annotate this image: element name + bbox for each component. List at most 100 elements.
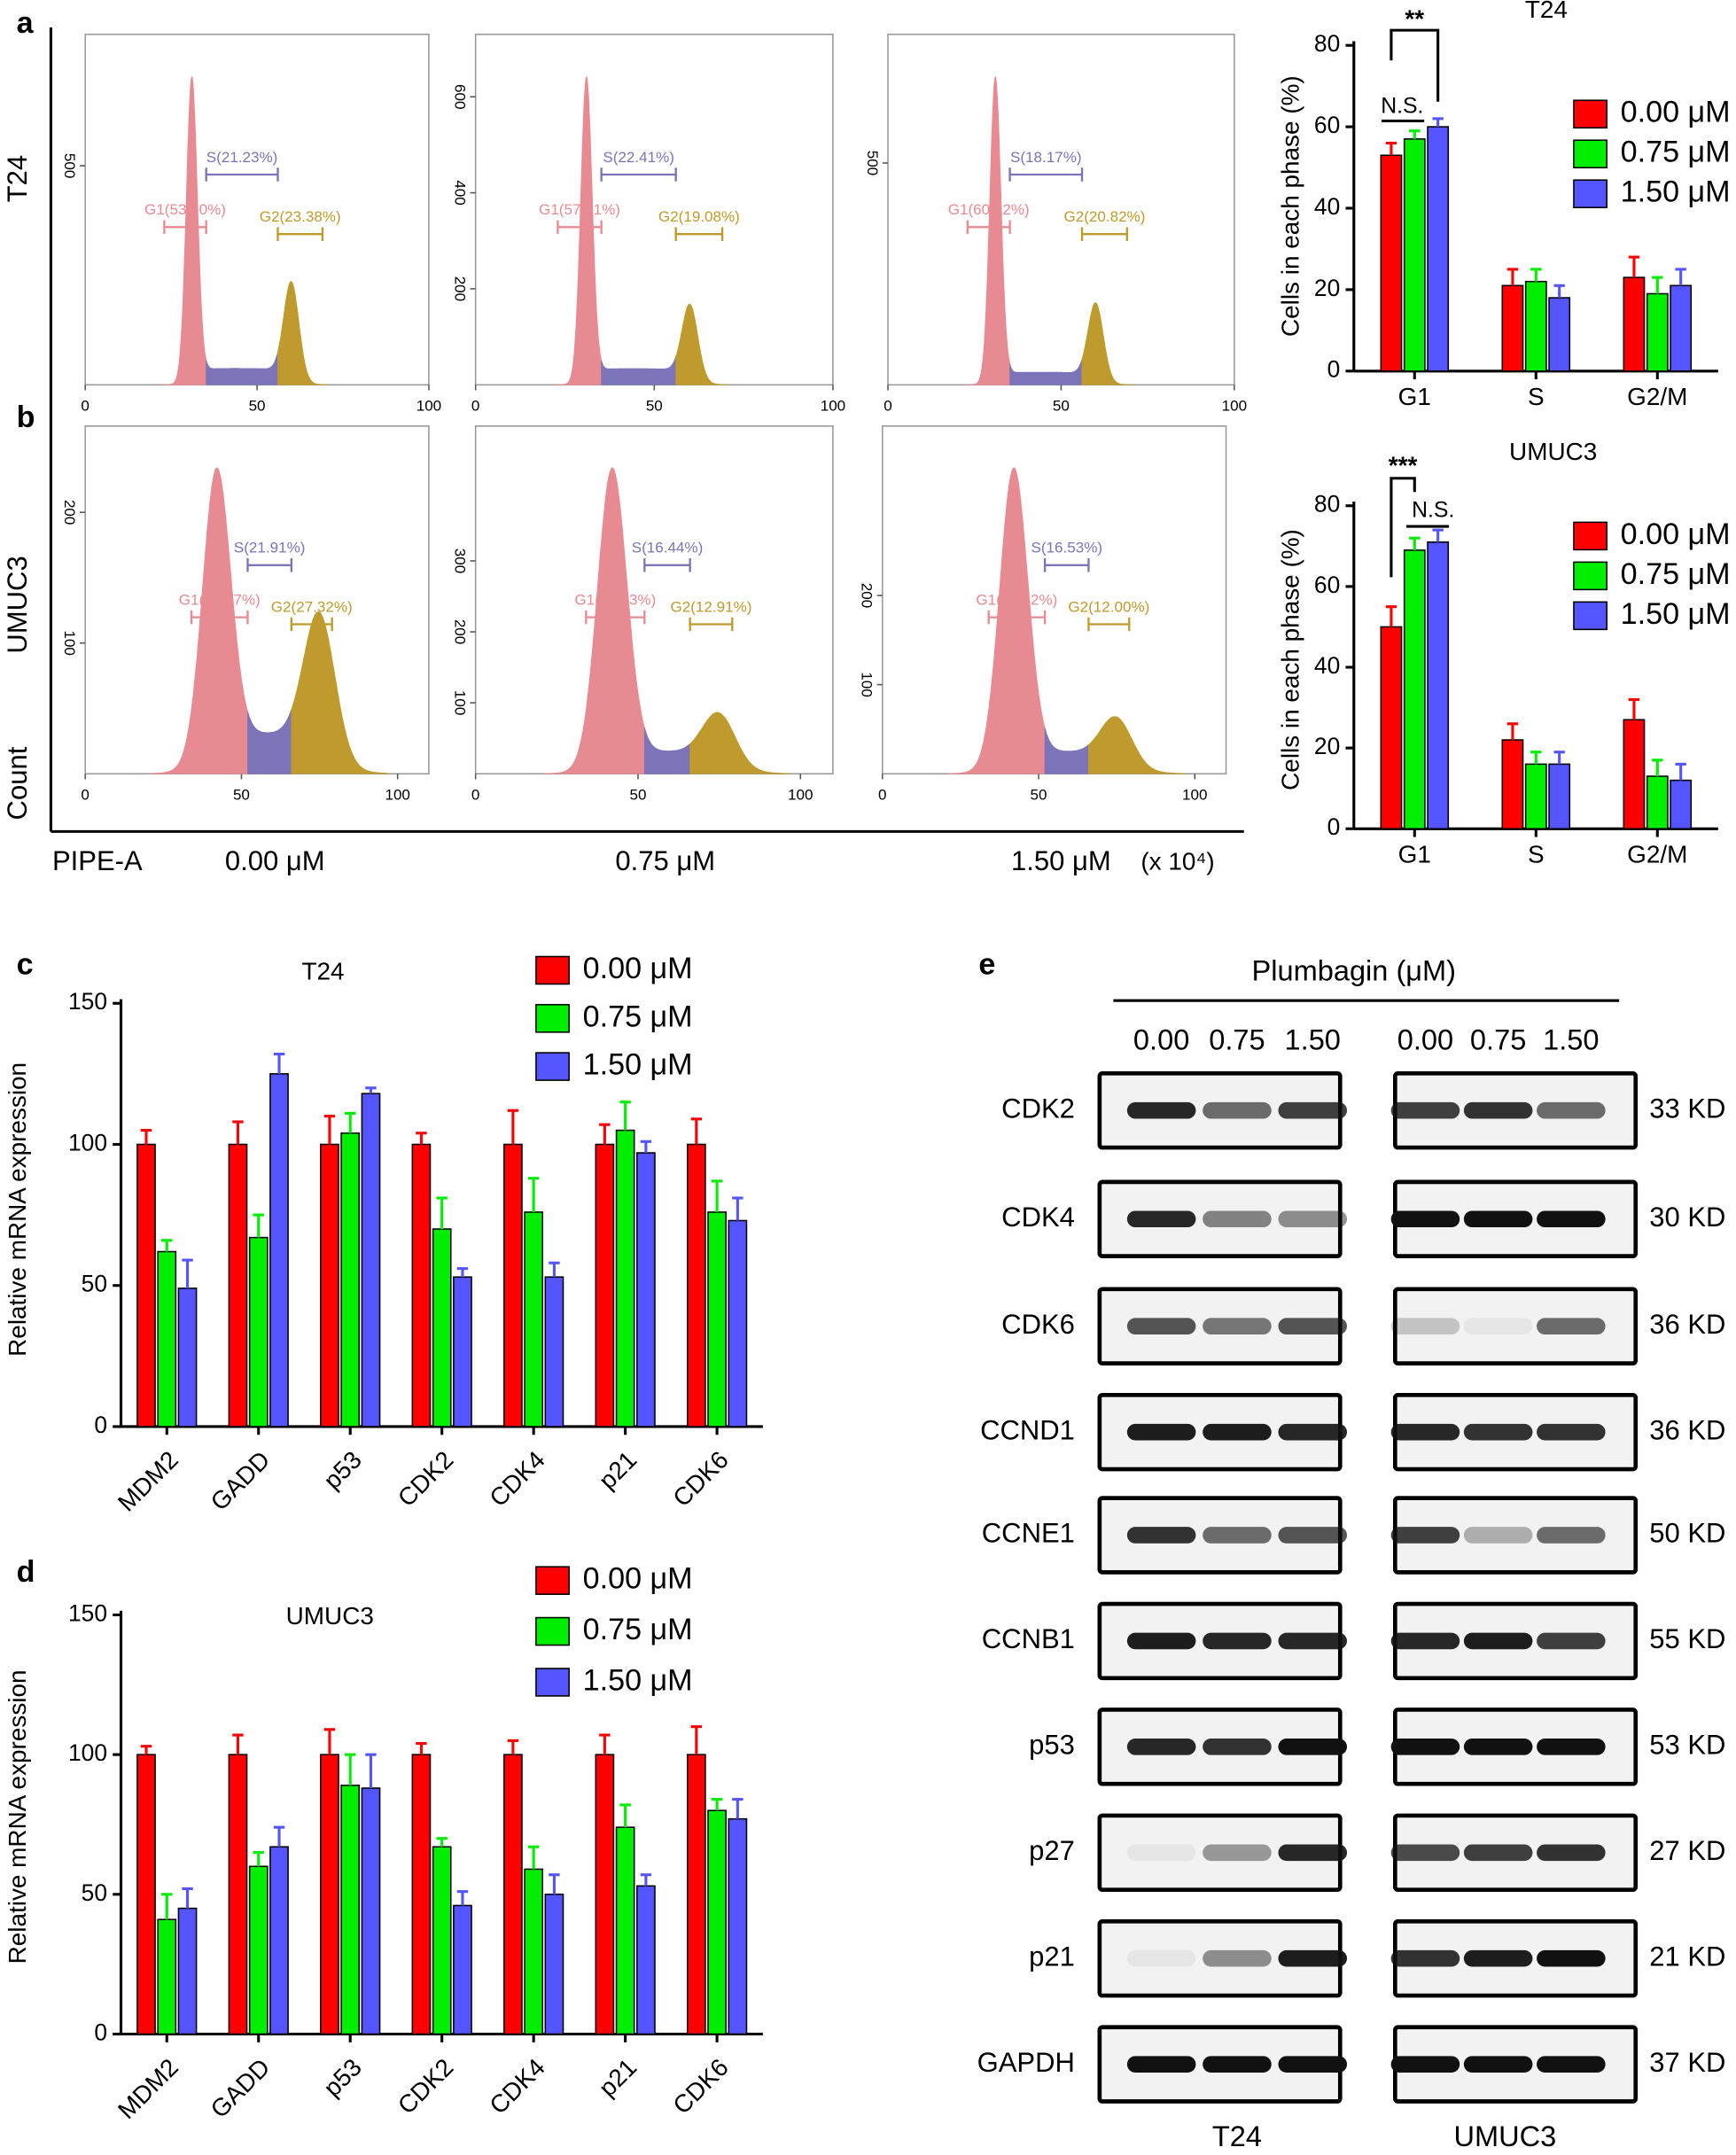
- x-tick-label: 0: [471, 787, 479, 804]
- bar: [728, 1817, 748, 2035]
- protein-label: CDK6: [1001, 1309, 1075, 1340]
- y-tick-label: 40: [1314, 193, 1340, 220]
- gate-label: G2(12.91%): [671, 598, 752, 615]
- blot-band: [1463, 1318, 1533, 1335]
- y-tick-label: 100: [68, 1739, 107, 1766]
- dose-label: 0.75 μM: [615, 845, 715, 876]
- x-tick-label: G2/M: [1627, 841, 1687, 868]
- y-axis-label: Relative mRNA expression: [4, 1062, 31, 1357]
- panel-label: e: [978, 947, 995, 981]
- error-bar: [732, 1196, 743, 1221]
- x-tick-label: 100: [416, 398, 441, 415]
- bar: [1427, 541, 1450, 830]
- histogram-region: [291, 611, 389, 774]
- error-bar: [507, 1739, 519, 1755]
- x-tick-label: G1: [1398, 841, 1431, 868]
- y-tick-label: 0: [94, 1412, 107, 1438]
- histogram-region: [552, 75, 603, 385]
- blot-band: [1390, 2056, 1460, 2073]
- y-tick-label: 200: [452, 276, 469, 301]
- error-bar: [1652, 759, 1663, 777]
- gate-label: S(16.44%): [632, 540, 704, 556]
- blot-band: [1463, 1739, 1533, 1755]
- blot-band: [1390, 1318, 1460, 1335]
- blot-band: [1278, 1423, 1348, 1441]
- x-tick-label: 50: [630, 787, 647, 804]
- panel-label: a: [17, 6, 35, 40]
- protein-label: p27: [1029, 1835, 1075, 1866]
- y-tick-label: 20: [1314, 275, 1340, 301]
- x-tick-label: 50: [1053, 398, 1070, 415]
- histogram-region: [1044, 727, 1089, 774]
- x-tick-label: 100: [385, 787, 409, 804]
- error-bar: [527, 1177, 540, 1212]
- error-bar: [711, 1179, 723, 1212]
- error-bar: [1385, 141, 1397, 156]
- bar: [615, 1129, 635, 1428]
- y-tick-label: 400: [452, 180, 469, 205]
- blot-band: [1126, 1527, 1196, 1544]
- x-tick-label: 0: [81, 787, 89, 804]
- bar: [524, 1868, 544, 2035]
- x-tick-label: CDK2: [393, 2053, 459, 2120]
- y-axis-label: Cells in each phase (%): [1276, 75, 1304, 337]
- bar: [707, 1809, 727, 2035]
- gate-label: G1(69.53%): [574, 592, 656, 609]
- x-tick-label: CDK4: [484, 1446, 550, 1513]
- blot-band: [1203, 1318, 1272, 1335]
- error-bar: [1628, 255, 1640, 278]
- plot-frame: [887, 34, 1235, 386]
- bar: [1380, 154, 1403, 372]
- blot-band: [1126, 1844, 1196, 1862]
- dose-label: 0.00: [1133, 1023, 1189, 1055]
- error-bar: [690, 1117, 703, 1145]
- legend-label: 0.00 μM: [583, 952, 693, 985]
- blot-band: [1463, 1844, 1533, 1862]
- dose-label: 0.00 μM: [225, 845, 325, 876]
- x-tick-label: MDM2: [113, 1446, 183, 1517]
- bar: [269, 1073, 289, 1428]
- bar: [177, 1907, 198, 2035]
- histogram-region: [247, 709, 292, 774]
- x-tick-label: 100: [1182, 787, 1207, 804]
- size-label: 36 KD: [1649, 1414, 1725, 1445]
- y-tick-label: 100: [452, 690, 469, 715]
- x-tick-label: 50: [233, 787, 250, 804]
- blot-band: [1463, 1527, 1533, 1544]
- blot-band: [1537, 1739, 1606, 1755]
- legend-label: 0.75 μM: [1621, 136, 1731, 169]
- histogram-region: [962, 75, 1010, 385]
- protein-label: CCND1: [980, 1414, 1075, 1445]
- bar: [686, 1754, 706, 2035]
- legend-label: 1.50 μM: [1621, 175, 1731, 209]
- gate-label: G1(70.52%): [976, 592, 1057, 609]
- histogram-region: [1009, 359, 1083, 385]
- size-label: 30 KD: [1649, 1202, 1725, 1233]
- error-bar: [273, 1053, 285, 1074]
- annotation: N.S.: [1381, 95, 1423, 119]
- x-tick-label: GADD: [206, 1446, 276, 1516]
- bar: [686, 1143, 706, 1428]
- blot-band: [1278, 1318, 1348, 1335]
- panel-label: d: [17, 1555, 35, 1589]
- blot-band: [1537, 1527, 1606, 1544]
- bar: [361, 1787, 381, 2035]
- y-tick-label: 600: [452, 84, 469, 109]
- blot-band: [1203, 1739, 1272, 1755]
- protein-label: CCNB1: [982, 1623, 1075, 1654]
- bar: [1501, 739, 1524, 830]
- legend-swatch: [1573, 179, 1608, 208]
- y-tick-label: 50: [82, 1271, 107, 1297]
- bar: [1524, 280, 1547, 372]
- bar: [1501, 284, 1524, 372]
- blot-band: [1278, 1949, 1348, 1967]
- protein-label: CDK4: [1001, 1202, 1075, 1233]
- blot-band: [1537, 1423, 1606, 1441]
- row-label: T24: [2, 155, 33, 202]
- error-bar: [140, 1745, 152, 1755]
- bar: [1380, 626, 1403, 830]
- y-tick-label: 500: [61, 153, 78, 178]
- y-tick-label: 150: [68, 988, 107, 1015]
- x-axis-label: PIPE-A: [52, 845, 143, 876]
- error-bar: [619, 1101, 631, 1131]
